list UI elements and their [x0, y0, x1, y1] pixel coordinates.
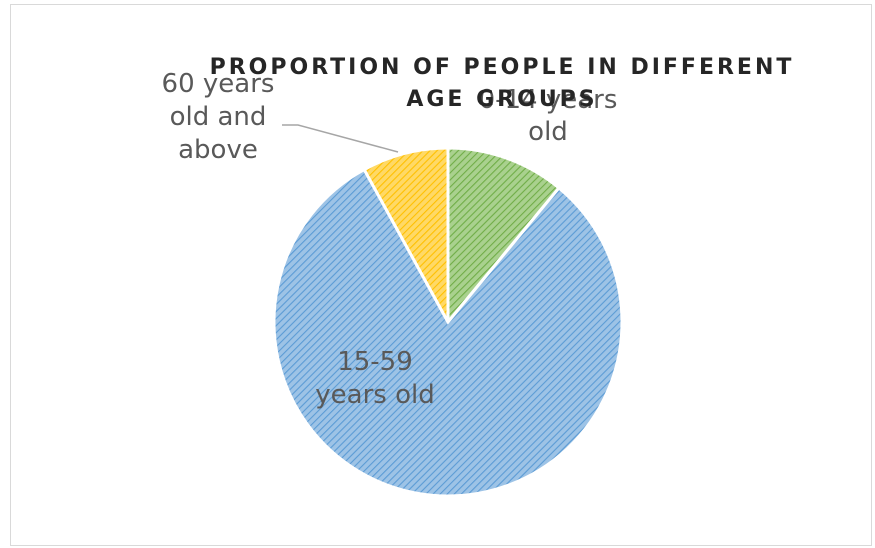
pie-slice-3	[362, 146, 450, 323]
slice-label-1: 0-14 years old	[479, 85, 618, 147]
slice-label-line: years old	[315, 380, 434, 410]
chart-title-line-1: PROPORTION OF PEOPLE IN DIFFERENT	[210, 55, 795, 80]
slice-label-line: 60 years	[162, 69, 275, 99]
slice-label-line: 0-14 years	[479, 85, 618, 115]
slice-label-line: old and	[170, 102, 267, 132]
pie-slices	[272, 146, 624, 498]
leader-line	[282, 124, 399, 153]
chart-title-line-2: AGE GROUPS	[406, 87, 597, 112]
pie-slice-1	[446, 146, 562, 327]
pie-slice-2	[272, 167, 624, 498]
slice-label-line: above	[178, 135, 258, 165]
slice-label-line: old	[528, 117, 568, 147]
slice-label-line: 15-59	[337, 347, 413, 377]
slice-label-2: 15-59 years old	[315, 347, 434, 410]
leader-lines	[282, 124, 399, 153]
slice-label-3: 60 years old and above	[162, 69, 275, 165]
